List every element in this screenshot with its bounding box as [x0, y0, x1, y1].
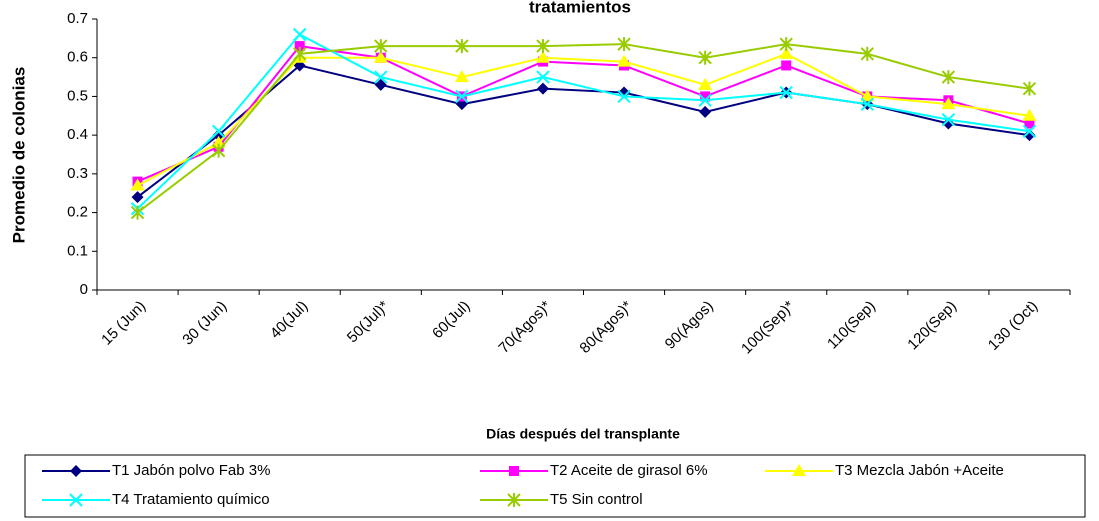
marker	[1022, 124, 1037, 138]
marker	[617, 54, 632, 67]
marker	[779, 85, 793, 100]
marker	[1024, 118, 1035, 129]
marker	[860, 97, 874, 111]
marker	[781, 60, 792, 71]
marker	[536, 70, 550, 84]
y-tick-label: 0.7	[67, 10, 88, 27]
marker	[941, 70, 956, 85]
marker	[700, 91, 711, 102]
x-tick-label: 80(Agos)*	[576, 298, 635, 357]
marker	[374, 39, 388, 54]
y-tick-label: 0.5	[67, 87, 88, 104]
y-tick-label: 0.6	[67, 49, 88, 66]
legend-label: T2 Aceite de girasol 6%	[550, 462, 708, 479]
marker	[70, 465, 82, 477]
marker	[941, 112, 956, 127]
marker	[699, 105, 712, 118]
marker	[698, 93, 712, 108]
legend-label: T4 Tratamiento químico	[112, 491, 270, 508]
marker	[535, 50, 550, 63]
chart-title: tratamientos	[529, 0, 631, 16]
x-tick-label: 40(Jul)	[267, 298, 311, 342]
marker	[69, 493, 83, 507]
marker	[373, 50, 388, 63]
x-tick-label: 15 (Jun)	[98, 298, 149, 349]
marker	[293, 46, 307, 61]
marker	[293, 27, 307, 42]
x-axis-label: Días después del transplante	[486, 426, 680, 442]
series-line	[136, 33, 1030, 210]
legend-label: T3 Mezcla Jabón +Aceite	[835, 462, 1004, 479]
series-line	[136, 43, 1030, 214]
legend-label: T5 Sin control	[550, 491, 643, 508]
marker	[617, 89, 631, 104]
marker	[211, 135, 226, 148]
marker	[617, 37, 631, 52]
marker	[792, 464, 806, 476]
marker	[779, 46, 794, 59]
marker	[131, 191, 144, 204]
marker	[455, 89, 469, 104]
y-axis-label: Promedio de colonias	[9, 67, 28, 244]
marker	[1022, 108, 1037, 121]
x-tick-label: 50(Jul)*	[344, 297, 393, 346]
x-tick-label: 120(Sep)	[904, 298, 960, 354]
marker	[507, 493, 521, 507]
marker	[698, 50, 712, 65]
marker	[779, 37, 793, 52]
marker	[536, 82, 549, 95]
marker	[374, 78, 387, 91]
x-tick-label: 30 (Jun)	[179, 298, 230, 349]
y-tick-label: 0.2	[67, 204, 88, 221]
marker	[294, 41, 305, 52]
legend-box	[24, 454, 1086, 518]
marker	[293, 59, 306, 72]
x-tick-label: 60(Jul)	[429, 298, 473, 342]
marker	[860, 46, 874, 61]
marker	[1023, 129, 1036, 142]
marker	[211, 124, 226, 138]
marker	[455, 39, 469, 54]
marker	[536, 39, 550, 54]
y-tick-label: 0.1	[67, 242, 88, 259]
legend-label: T1 Jabón polvo Fab 3%	[112, 462, 270, 479]
marker	[211, 143, 226, 158]
marker	[130, 205, 145, 220]
marker	[454, 70, 469, 83]
marker	[374, 70, 388, 84]
marker	[509, 466, 519, 476]
y-tick-label: 0.4	[67, 126, 88, 143]
marker	[698, 77, 713, 90]
marker	[130, 178, 145, 191]
series-line	[137, 52, 1030, 187]
marker	[941, 97, 956, 110]
marker	[212, 129, 225, 142]
marker	[1022, 81, 1037, 96]
series-line	[137, 45, 1030, 183]
y-tick-label: 0.3	[67, 165, 88, 182]
x-tick-label: 110(Sep)	[824, 298, 879, 353]
x-tick-label: 100(Sep)*	[738, 298, 798, 358]
series-line	[136, 64, 1030, 198]
marker	[860, 89, 875, 102]
x-tick-label: 70(Agos)*	[495, 298, 554, 357]
x-tick-label: 90(Agos)	[662, 298, 717, 353]
x-tick-label: 130 (Oct)	[985, 298, 1041, 354]
y-tick-label: 0	[80, 281, 88, 298]
